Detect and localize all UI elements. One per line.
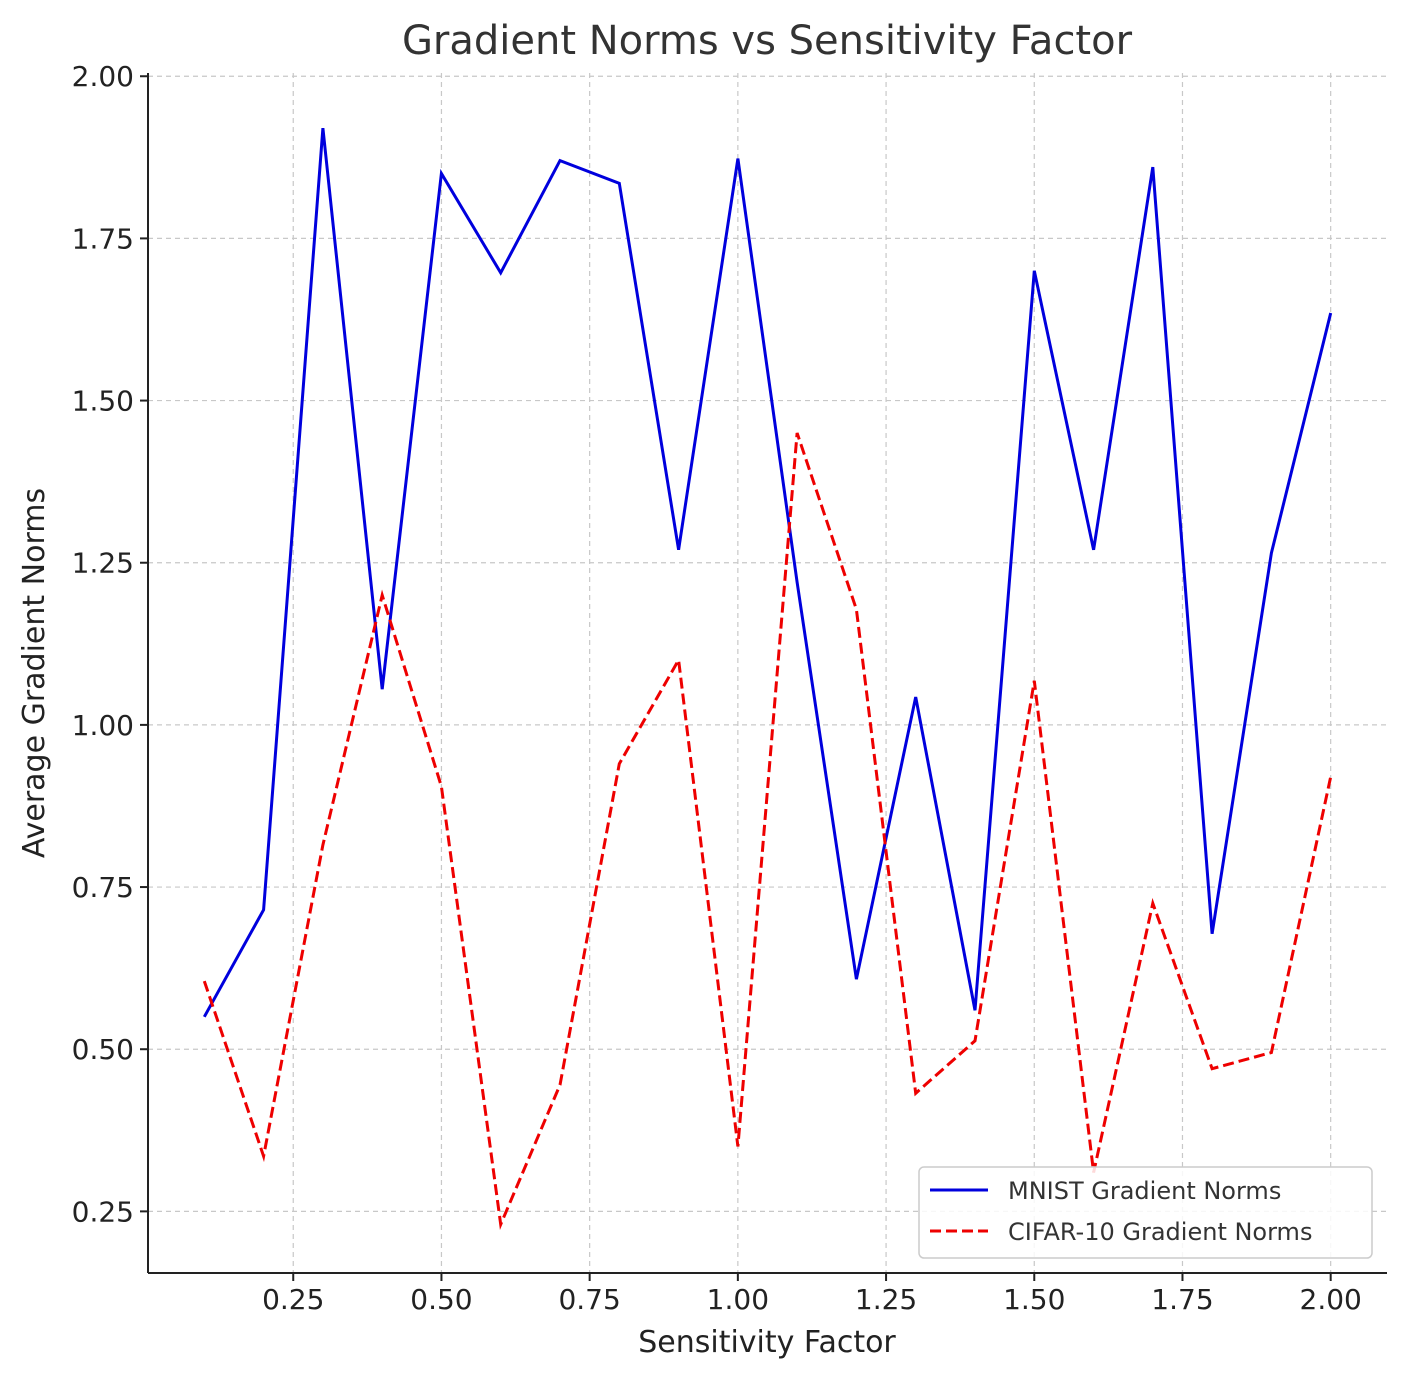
x-tick-label: 1.00: [707, 1283, 769, 1316]
axes: [147, 73, 1387, 1274]
x-tick-label: 1.50: [1003, 1283, 1065, 1316]
y-tick-label: 0.50: [72, 1033, 134, 1066]
x-axis-ticks: 0.25 0.50 0.75 1.00 1.25 1.50 1.75 2.00: [262, 1273, 1362, 1316]
y-tick-label: 1.75: [72, 222, 134, 255]
legend-label-cifar10: CIFAR-10 Gradient Norms: [1008, 1218, 1312, 1246]
x-tick-label: 0.25: [262, 1283, 324, 1316]
x-tick-label: 1.75: [1151, 1283, 1213, 1316]
x-tick-label: 2.00: [1300, 1283, 1362, 1316]
y-axis-ticks: 0.25 0.50 0.75 1.00 1.25 1.50 1.75 2.00: [72, 60, 148, 1228]
series-lines: [202, 127, 1333, 1231]
y-tick-label: 2.00: [72, 60, 134, 93]
series-line-cifar10: [202, 432, 1333, 1231]
x-axis-label: Sensitivity Factor: [638, 1325, 896, 1360]
y-tick-label: 1.50: [72, 385, 134, 418]
y-tick-label: 0.75: [72, 871, 134, 904]
legend: MNIST Gradient Norms CIFAR-10 Gradient N…: [918, 1166, 1373, 1259]
y-tick-label: 1.25: [72, 547, 134, 580]
grid: [148, 73, 1387, 1273]
legend-label-mnist: MNIST Gradient Norms: [1008, 1177, 1281, 1205]
y-tick-label: 0.25: [72, 1195, 134, 1228]
x-tick-label: 1.25: [855, 1283, 917, 1316]
y-tick-label: 1.00: [72, 709, 134, 742]
x-tick-label: 0.75: [558, 1283, 620, 1316]
y-axis-label: Average Gradient Norms: [17, 488, 52, 858]
series-line-mnist: [202, 127, 1333, 1018]
x-tick-label: 0.50: [410, 1283, 472, 1316]
chart-title: Gradient Norms vs Sensitivity Factor: [402, 18, 1133, 64]
legend-box: [918, 1166, 1373, 1259]
